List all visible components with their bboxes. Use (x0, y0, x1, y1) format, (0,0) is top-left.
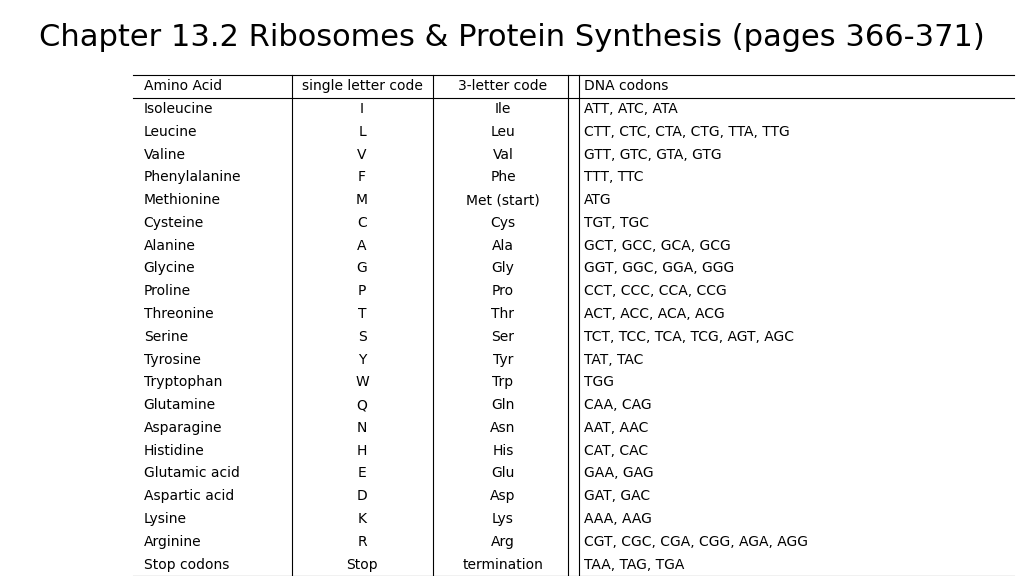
Text: TCT, TCC, TCA, TCG, AGT, AGC: TCT, TCC, TCA, TCG, AGT, AGC (584, 330, 794, 344)
Text: W: W (355, 376, 369, 389)
Text: Glutamic acid: Glutamic acid (143, 467, 240, 480)
Text: TAT, TAC: TAT, TAC (584, 353, 643, 366)
Text: V: V (357, 147, 367, 162)
Text: CTT, CTC, CTA, CTG, TTA, TTG: CTT, CTC, CTA, CTG, TTA, TTG (584, 125, 790, 139)
Text: Gln: Gln (492, 398, 515, 412)
Text: Serine: Serine (143, 330, 187, 344)
Text: Methionine: Methionine (143, 193, 221, 207)
Text: Phe: Phe (490, 170, 516, 184)
Text: Leu: Leu (490, 125, 515, 139)
Text: ATG: ATG (584, 193, 611, 207)
Text: L: L (358, 125, 366, 139)
Text: I: I (360, 102, 365, 116)
Text: Proline: Proline (143, 285, 190, 298)
Text: Thr: Thr (492, 307, 514, 321)
Text: E: E (357, 467, 367, 480)
Text: Glu: Glu (492, 467, 515, 480)
Text: F: F (358, 170, 367, 184)
Text: Y: Y (358, 353, 367, 366)
Text: GAT, GAC: GAT, GAC (584, 489, 650, 503)
Text: AAT, AAC: AAT, AAC (584, 421, 648, 435)
Text: Pro: Pro (492, 285, 514, 298)
Text: H: H (357, 444, 368, 458)
Text: CAA, CAG: CAA, CAG (584, 398, 651, 412)
Text: ACT, ACC, ACA, ACG: ACT, ACC, ACA, ACG (584, 307, 725, 321)
Text: P: P (358, 285, 367, 298)
Text: Arginine: Arginine (143, 535, 202, 549)
Text: TAA, TAG, TGA: TAA, TAG, TGA (584, 558, 684, 571)
Text: Val: Val (493, 147, 513, 162)
Text: Leucine: Leucine (143, 125, 198, 139)
Text: TGG: TGG (584, 376, 614, 389)
Text: GAA, GAG: GAA, GAG (584, 467, 653, 480)
Text: Tryptophan: Tryptophan (143, 376, 222, 389)
Text: N: N (357, 421, 368, 435)
Text: Asparagine: Asparagine (143, 421, 222, 435)
Text: S: S (357, 330, 367, 344)
Text: Tyrosine: Tyrosine (143, 353, 201, 366)
Text: Cys: Cys (490, 216, 515, 230)
Text: K: K (357, 512, 367, 526)
Text: Asp: Asp (490, 489, 516, 503)
Text: Tyr: Tyr (493, 353, 513, 366)
Text: Valine: Valine (143, 147, 185, 162)
Text: D: D (356, 489, 368, 503)
Text: AAA, AAG: AAA, AAG (584, 512, 652, 526)
Text: CAT, CAC: CAT, CAC (584, 444, 648, 458)
Text: Isoleucine: Isoleucine (143, 102, 213, 116)
Text: 3-letter code: 3-letter code (459, 79, 548, 93)
Text: Asn: Asn (490, 421, 516, 435)
Text: Gly: Gly (492, 262, 514, 275)
Text: CGT, CGC, CGA, CGG, AGA, AGG: CGT, CGC, CGA, CGG, AGA, AGG (584, 535, 808, 549)
Text: Stop codons: Stop codons (143, 558, 229, 571)
Text: Met (start): Met (start) (466, 193, 540, 207)
Text: GGT, GGC, GGA, GGG: GGT, GGC, GGA, GGG (584, 262, 734, 275)
Text: Chapter 13.2 Ribosomes & Protein Synthesis (pages 366-371): Chapter 13.2 Ribosomes & Protein Synthes… (39, 23, 985, 52)
Text: T: T (357, 307, 367, 321)
Text: Ser: Ser (492, 330, 514, 344)
Text: Phenylalanine: Phenylalanine (143, 170, 242, 184)
Text: termination: termination (463, 558, 544, 571)
Text: Amino Acid: Amino Acid (143, 79, 222, 93)
Text: Glutamine: Glutamine (143, 398, 216, 412)
Text: Arg: Arg (492, 535, 515, 549)
Text: M: M (356, 193, 368, 207)
Text: His: His (493, 444, 514, 458)
Text: Histidine: Histidine (143, 444, 205, 458)
Text: A: A (357, 238, 367, 253)
Text: DNA codons: DNA codons (584, 79, 669, 93)
Text: Stop: Stop (346, 558, 378, 571)
Text: TTT, TTC: TTT, TTC (584, 170, 643, 184)
Text: Threonine: Threonine (143, 307, 213, 321)
Text: Alanine: Alanine (143, 238, 196, 253)
Text: Glycine: Glycine (143, 262, 196, 275)
Text: G: G (356, 262, 368, 275)
Text: Cysteine: Cysteine (143, 216, 204, 230)
Text: CCT, CCC, CCA, CCG: CCT, CCC, CCA, CCG (584, 285, 727, 298)
Text: Q: Q (356, 398, 368, 412)
Text: Ala: Ala (492, 238, 514, 253)
Text: single letter code: single letter code (302, 79, 423, 93)
Text: Lysine: Lysine (143, 512, 186, 526)
Text: Lys: Lys (493, 512, 514, 526)
Text: Trp: Trp (493, 376, 514, 389)
Text: Ile: Ile (495, 102, 511, 116)
Text: Aspartic acid: Aspartic acid (143, 489, 233, 503)
Text: TGT, TGC: TGT, TGC (584, 216, 649, 230)
Text: GTT, GTC, GTA, GTG: GTT, GTC, GTA, GTG (584, 147, 722, 162)
Text: ATT, ATC, ATA: ATT, ATC, ATA (584, 102, 678, 116)
Text: C: C (357, 216, 367, 230)
Text: GCT, GCC, GCA, GCG: GCT, GCC, GCA, GCG (584, 238, 731, 253)
Text: R: R (357, 535, 367, 549)
